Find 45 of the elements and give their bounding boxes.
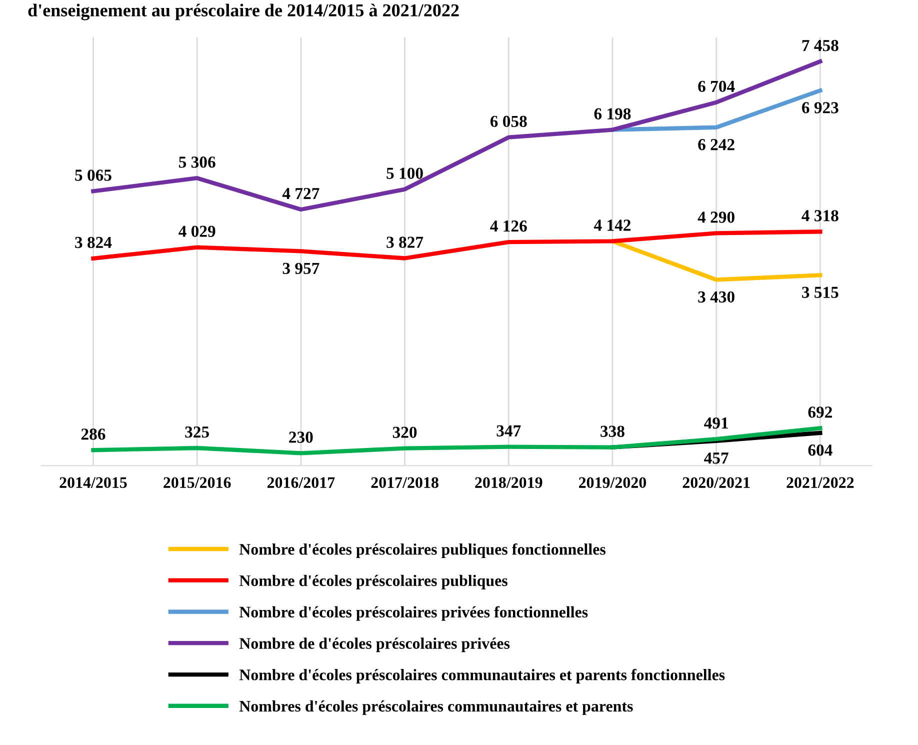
data-label: 6 058 (490, 116, 527, 128)
data-label: 286 (81, 428, 106, 440)
data-label: 692 (808, 406, 832, 418)
legend-label: Nombre de d'écoles préscolaires privées (239, 638, 510, 652)
data-label: 3 824 (75, 236, 112, 248)
data-label: 3 430 (698, 291, 734, 303)
data-label: 338 (600, 426, 624, 437)
data-label: 6 704 (698, 80, 735, 92)
data-label: 3 515 (802, 286, 838, 298)
data-label: 5 100 (386, 168, 423, 179)
data-label: 4 318 (802, 210, 838, 222)
legend-label: Nombre d'écoles préscolaires privées fonctionnelles (239, 606, 588, 621)
data-label: 4 727 (282, 188, 320, 199)
data-label: 3 957 (282, 262, 320, 274)
legend-label: Nombre d'écoles préscolaires communautaires et parents fonctionnelles (239, 668, 725, 684)
legend-label: Nombre d'écoles préscolaires publiques (239, 574, 508, 590)
data-label: 4 029 (178, 226, 216, 237)
x-tick-label: 2019/2020 (578, 477, 646, 488)
x-tick-label: 2020/2021 (682, 477, 750, 488)
legend-label: Nombre d'écoles préscolaires publiques fonctionnelles (239, 543, 606, 558)
x-tick-label: 2015/2016 (164, 477, 231, 488)
data-label: 325 (185, 426, 209, 438)
data-label: 347 (496, 425, 521, 436)
data-label: 6 198 (594, 108, 631, 120)
x-tick-label: 2016/2017 (267, 477, 335, 488)
data-label: 491 (704, 417, 728, 429)
chart-title: d'enseignement au préscolaire de 2014/2015 à 2021/2022 (28, 4, 459, 20)
legend-label: Nombres d'écoles préscolaires communautaires et parents (239, 700, 633, 715)
data-label: 320 (392, 426, 417, 438)
data-label: 457 (704, 452, 728, 464)
x-tick-label: 2014/2015 (60, 477, 127, 488)
data-label: 3 827 (386, 236, 424, 248)
data-label: 5 065 (75, 170, 112, 181)
data-label: 6 242 (698, 139, 734, 150)
data-label: 6 923 (802, 102, 838, 114)
data-label: 4 126 (490, 220, 527, 232)
data-label: 4 142 (594, 220, 631, 231)
x-tick-label: 2017/2018 (371, 477, 438, 488)
data-label: 604 (808, 444, 832, 456)
x-tick-label: 2021/2022 (786, 477, 854, 488)
data-label: 230 (289, 432, 313, 443)
data-label: 7 458 (802, 40, 838, 52)
data-label: 4 290 (698, 212, 734, 223)
data-label: 5 306 (179, 156, 216, 168)
x-tick-label: 2018/2019 (475, 477, 542, 488)
